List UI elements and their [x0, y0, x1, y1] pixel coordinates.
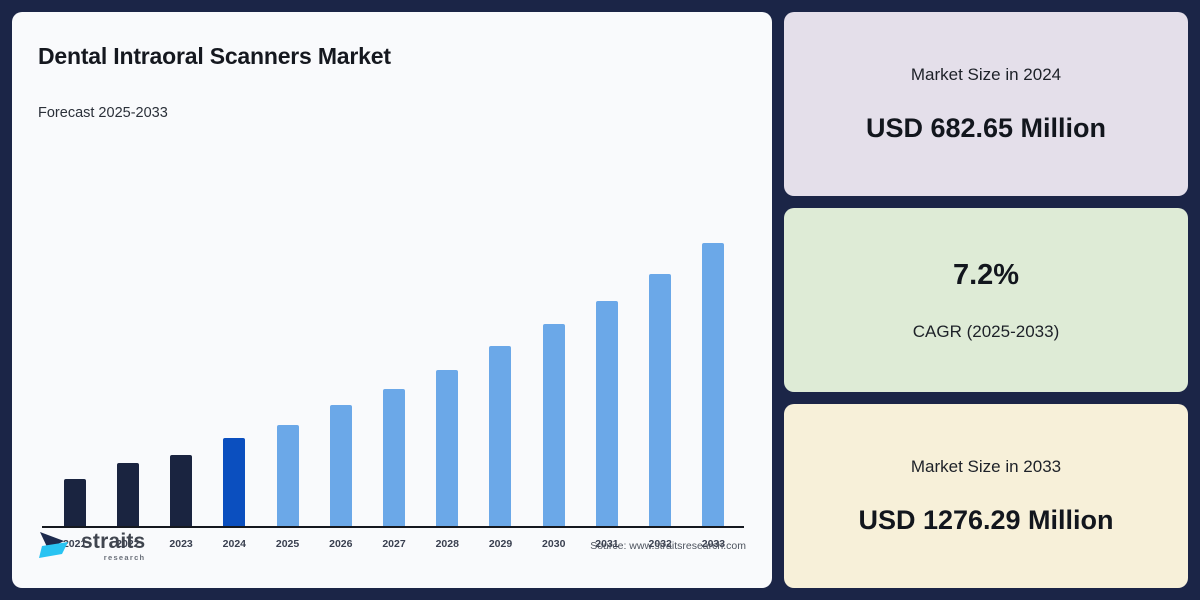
bar-2024 [223, 438, 246, 528]
tick-label-2026: 2026 [329, 538, 353, 550]
tick-label-2032: 2032 [648, 538, 672, 550]
bar-2028 [436, 370, 459, 528]
bar-2021 [63, 479, 86, 528]
logo-wordmark: straits [81, 529, 146, 553]
bar-slot [48, 228, 101, 528]
logo-text: straits research [81, 531, 145, 562]
tick-label-2023: 2023 [169, 538, 193, 550]
stat-card-market-size-2033: Market Size in 2033 USD 1276.29 Million [784, 404, 1188, 588]
bar-2022 [116, 463, 139, 528]
panel-footer: straits research Source: www.straitsrese… [38, 520, 746, 572]
stat-card-market-size-2024: Market Size in 2024 USD 682.65 Million [784, 12, 1188, 196]
stat-card-value: USD 1276.29 Million [858, 504, 1114, 535]
stat-card-cagr: 7.2% CAGR (2025-2033) [784, 208, 1188, 392]
bar-series [48, 228, 740, 528]
source-attribution: Source: www.straitsresearch.com [590, 540, 746, 552]
bar-slot [367, 228, 420, 528]
stat-card-label: Market Size in 2024 [910, 64, 1062, 84]
stat-card-value: USD 682.65 Million [865, 112, 1107, 143]
chart-subtitle: Forecast 2025-2033 [38, 105, 168, 122]
tick-label-2027: 2027 [382, 538, 406, 550]
bar-2031 [595, 301, 618, 528]
page-title: Dental Intraoral Scanners Market [38, 43, 391, 69]
bar-slot [101, 228, 154, 528]
logo-subtext: research [103, 552, 146, 562]
bar-slot [634, 228, 687, 528]
stat-card-label: Market Size in 2033 [910, 456, 1062, 476]
x-axis-tick-labels: 2021 2022 2023 2024 2025 2026 2027 2028 2029 2030… [48, 538, 740, 550]
bar-slot [261, 228, 314, 528]
bar-slot [314, 228, 367, 528]
stat-card-list: Market Size in 2024 USD 682.65 Million 7… [784, 12, 1188, 588]
bar-slot [580, 228, 633, 528]
straits-research-logo: straits research [38, 529, 145, 563]
tick-label-2021: 2021 [62, 538, 87, 550]
bar-2027 [383, 389, 406, 528]
bar-slot [527, 228, 580, 528]
tick-label-2028: 2028 [435, 538, 459, 550]
tick-label-2024: 2024 [222, 538, 246, 550]
bar-2033 [702, 243, 725, 528]
bar-slot [687, 228, 740, 528]
bar-2030 [542, 324, 565, 528]
bar-2025 [276, 425, 299, 528]
chart-panel: Dental Intraoral Scanners Market Forecas… [12, 12, 772, 588]
tick-label-2029: 2029 [488, 538, 513, 550]
tick-label-2022: 2022 [116, 538, 140, 550]
tick-label-2030: 2030 [542, 538, 566, 550]
bar-slot [421, 228, 474, 528]
tick-label-2025: 2025 [275, 538, 300, 550]
bar-2023 [170, 455, 193, 528]
bar-slot [474, 228, 527, 528]
tick-label-2031: 2031 [595, 538, 619, 550]
bar-slot [208, 228, 261, 528]
bar-slot [154, 228, 207, 528]
bar-2032 [649, 274, 672, 528]
stat-card-value: 7.2% [952, 258, 1020, 291]
bar-2026 [329, 405, 352, 528]
bar-chart-plot: 2021 2022 2023 2024 2025 2026 2027 2028 2029 2030… [38, 127, 746, 574]
tick-label-2033: 2033 [701, 538, 726, 550]
stat-card-label: CAGR (2025-2033) [912, 321, 1060, 341]
logo-arrow-icon [39, 532, 68, 558]
bar-2029 [489, 346, 512, 528]
x-axis-line [42, 525, 744, 528]
